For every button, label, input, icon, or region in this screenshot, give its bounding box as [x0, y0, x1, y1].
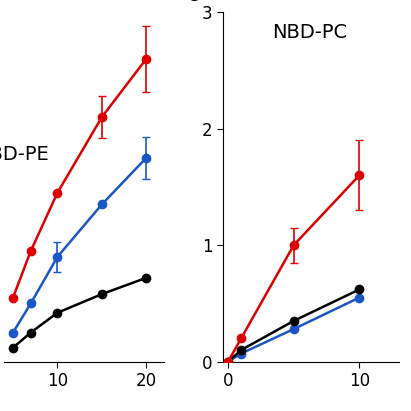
Text: NBD-PC: NBD-PC: [272, 23, 347, 42]
Text: NBD-PE: NBD-PE: [0, 145, 49, 164]
Text: 3: 3: [189, 0, 200, 5]
